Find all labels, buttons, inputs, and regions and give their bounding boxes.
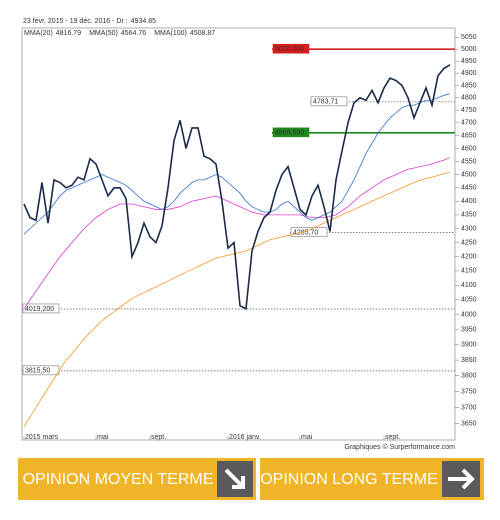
y-tick-label: 4800 [461,95,477,102]
x-tick-label: 2016 janv. [229,434,261,441]
level-label: 4783,71 [313,99,338,106]
y-tick-label: 4100 [461,282,477,289]
y-tick-label: 4350 [461,212,477,219]
arrow-icon [224,468,245,489]
y-tick-label: 4300 [461,225,477,232]
y-tick-label: 3750 [461,388,477,395]
level-label: 4285,70 [293,229,318,236]
last-close: 4934.85 [131,18,156,25]
x-tick-label: mai [301,434,313,441]
y-tick-label: 4700 [461,120,477,127]
plot-frame [21,27,456,441]
level-label: 3815,50 [25,368,50,375]
level-label-box [22,303,60,314]
x-tick-label: sept. [151,434,166,441]
y-tick-label: 3900 [461,342,477,349]
ma-line [23,157,451,309]
y-tick-label: 4400 [461,198,477,205]
y-tick-label: 3950 [461,326,477,333]
y-tick-label: 3700 [461,404,477,411]
x-tick-label: mai [97,434,109,441]
credit: Graphiques © Surperformance.com [344,443,455,451]
button-moyen-terme[interactable]: OPINION MOYEN TERME [18,458,256,500]
y-tick-label: 4450 [461,185,477,192]
legend-label: MMA(20) [24,30,53,37]
arrow-icon [448,468,475,490]
price-line [23,64,451,310]
level-label-box [290,227,328,237]
level-label: 5000,000 [275,46,304,53]
y-tick-label: 4650 [461,132,477,139]
chart-subtitle: 23 févr. 2015 - 19 déc. 2016 - Dr : [23,18,128,25]
y-tick-label: 4850 [461,82,477,89]
level-label: 4660,590 [275,130,304,137]
y-tick-label: 3850 [461,357,477,364]
y-tick-label: 4550 [461,158,477,165]
y-tick-label: 5050 [461,34,477,41]
x-tick-label: 2015 mars [25,434,59,441]
y-tick-label: 3800 [461,373,477,380]
y-tick-label: 5000 [461,46,477,53]
level-label: 4019,200 [25,306,54,313]
y-tick-label: 4500 [461,171,477,178]
y-tick-label: 4250 [461,239,477,246]
ma-line [23,171,451,428]
ma-line [23,93,451,235]
y-tick-label: 4900 [461,70,477,77]
legend-label: MMA(100) [154,30,187,37]
y-tick-label: 4600 [461,145,477,152]
legend-value: 4816.79 [56,30,81,37]
level-label-box [272,127,310,138]
level-label-box [272,43,310,54]
y-tick-label: 4200 [461,253,477,260]
y-tick-label: 4750 [461,107,477,114]
y-tick-label: 4150 [461,268,477,275]
legend-value: 4564.76 [121,30,146,37]
y-tick-label: 4000 [461,312,477,319]
level-label-box [310,96,348,107]
y-tick-label: 3650 [461,420,477,427]
button-bg [18,458,256,500]
button-label: OPINION MOYEN TERME [23,471,214,488]
y-tick-label: 4050 [461,297,477,304]
x-tick-label: sept. [385,434,400,441]
legend-value: 4508.87 [190,30,215,37]
button-long-terme[interactable]: OPINION LONG TERME [260,458,484,500]
y-tick-label: 4950 [461,58,477,65]
button-label: OPINION LONG TERME [260,471,438,488]
legend-label: MMA(50) [89,30,118,37]
